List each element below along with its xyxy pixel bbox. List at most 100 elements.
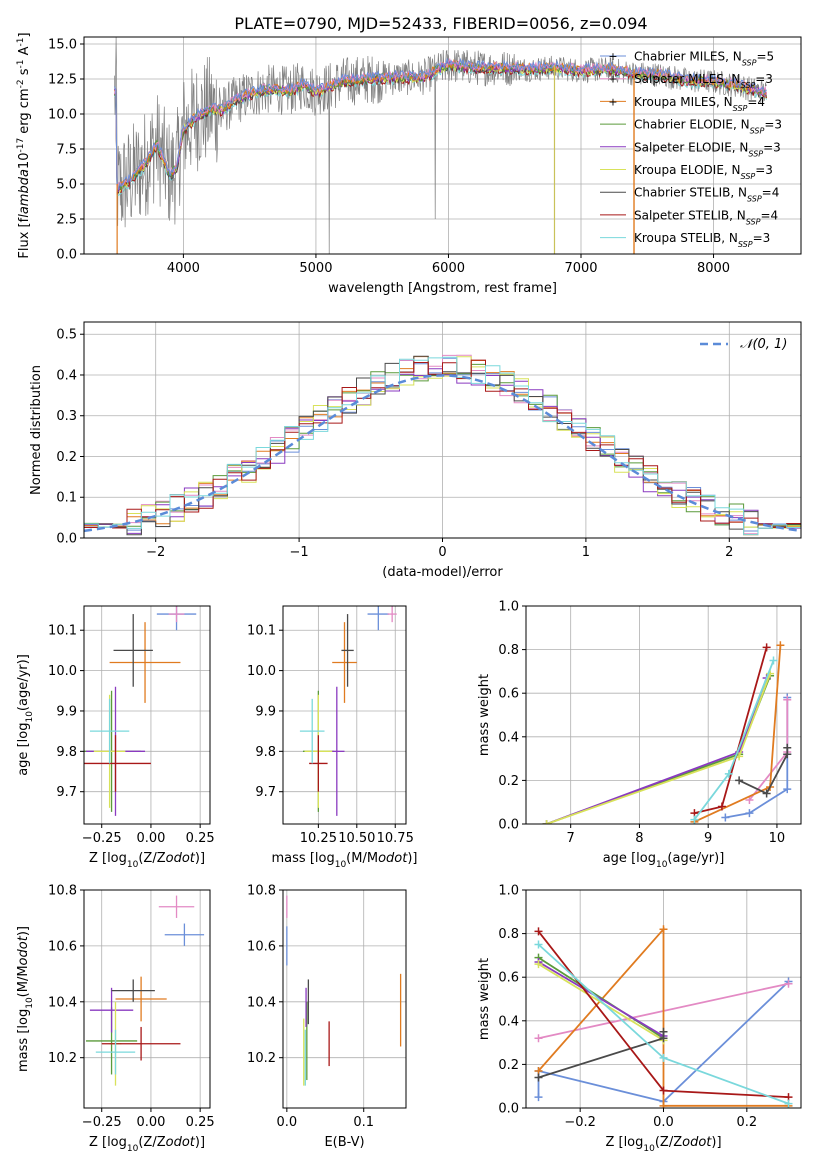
- y-tick-label: 0.0: [56, 532, 77, 547]
- errorbar-kroupa-miles: [115, 976, 167, 1022]
- x-tick-label: 5000: [299, 261, 332, 276]
- errorbar-chabrier-miles: [367, 606, 390, 631]
- x-tick-label: 0.1: [353, 1115, 374, 1130]
- data-point: [534, 1073, 543, 1082]
- plot-area: [534, 925, 793, 1108]
- y-tick-label: 10.2: [48, 1051, 77, 1066]
- y-tick-label: 9.7: [255, 785, 276, 800]
- legend-label: Chabrier MILES, NSSP=5: [634, 50, 774, 68]
- x-tick-label: 0.25: [186, 1115, 215, 1130]
- x-axis-label: Z [log10(Z/Zodot)]: [605, 1135, 721, 1154]
- data-point: [783, 743, 792, 752]
- series-chabrier-elodie: [534, 953, 668, 1043]
- x-tick-label: 8000: [697, 261, 730, 276]
- y-tick-label: 10.1: [48, 624, 77, 639]
- y-tick-label: 0.2: [498, 774, 519, 789]
- errorbar-salpeter-elodie: [89, 987, 134, 1033]
- x-tick-label: 0.25: [186, 831, 215, 846]
- y-tick-label: 0.4: [498, 1014, 519, 1029]
- legend-label: Salpeter STELIB, NSSP=4: [634, 208, 778, 226]
- x-tick-label: 8: [635, 831, 643, 846]
- y-tick-label: 0.2: [498, 1058, 519, 1073]
- y-axis-label: mass [log10(M/Modot)]: [16, 926, 35, 1072]
- x-tick-label: 0.2: [736, 1115, 757, 1130]
- series-line: [537, 980, 790, 1103]
- y-tick-label: 0.8: [498, 643, 519, 658]
- x-tick-label: 4000: [167, 261, 200, 276]
- x-tick-label: −0.2: [564, 1115, 596, 1130]
- observed-spectrum: [114, 37, 767, 254]
- errorbar-salpeter-miles: [158, 895, 195, 918]
- series-line: [694, 645, 782, 823]
- chart-residuals: −2 −1 0 1 2 0.0 0.1 0.2 0.3 0.4 0.5 (data-model)/er…: [29, 321, 802, 580]
- y-tick-label: 0.0: [498, 818, 519, 833]
- model-spectrum-kroupa-miles: [114, 58, 767, 188]
- axes-frame: [282, 605, 407, 825]
- y-tick-label: 5.0: [56, 178, 77, 193]
- series-chabrier-stelib: [735, 743, 792, 798]
- chart-weight-vs-age: 7 8 9 10 0.0 0.2 0.4 0.6 0.8 1.0 age [log10(age/yr…: [477, 600, 802, 870]
- x-axis-label: mass [log10(M/Modot)]: [272, 851, 418, 870]
- y-tick-label: 7.5: [56, 143, 77, 158]
- x-axis-label: age [log10(age/yr)]: [603, 851, 725, 870]
- y-tick-label: 9.9: [255, 704, 276, 719]
- y-tick-label: 0.3: [56, 409, 77, 424]
- y-tick-label: 1.0: [498, 600, 519, 615]
- legend-label: Salpeter ELODIE, NSSP=3: [634, 140, 781, 158]
- legend-label: Chabrier STELIB, NSSP=4: [634, 186, 779, 204]
- series-line: [693, 660, 775, 821]
- x-tick-label: 7000: [564, 261, 597, 276]
- errorbar-salpeter-stelib: [101, 1026, 181, 1061]
- axes-frame: [282, 889, 407, 1109]
- legend-marker: +: [608, 73, 617, 86]
- series-kroupa-stelib: [534, 940, 793, 1108]
- x-axis-label: Z [log10(Z/Zodot)]: [89, 1135, 205, 1154]
- plot-area: [85, 895, 205, 1086]
- y-tick-label: 10.8: [247, 884, 276, 899]
- data-point: [659, 1086, 668, 1095]
- series-chabrier-stelib: [534, 1027, 668, 1082]
- data-point: [735, 776, 744, 785]
- y-tick-label: 0.0: [498, 1102, 519, 1117]
- plot-area: [84, 606, 197, 816]
- x-axis-label: Z [log10(Z/Zodot)]: [89, 851, 205, 870]
- axes-frame: [83, 889, 211, 1109]
- data-point: [659, 925, 668, 934]
- data-point: [534, 1034, 543, 1043]
- errorbar-salpeter-miles: [387, 606, 397, 623]
- x-tick-label: 10.50: [338, 831, 375, 846]
- y-tick-label: 9.7: [56, 785, 77, 800]
- legend-label: 𝒩(0, 1): [740, 337, 787, 352]
- series-line: [738, 747, 789, 795]
- x-tick-label: 9: [704, 831, 712, 846]
- x-tick-label: −0.25: [82, 1115, 122, 1130]
- y-tick-label: 10.4: [247, 995, 276, 1010]
- y-tick-label: 0.4: [56, 368, 77, 383]
- data-point: [784, 979, 793, 988]
- data-point: [762, 643, 771, 652]
- x-tick-label: −1: [290, 545, 309, 560]
- series-line: [538, 1031, 665, 1079]
- plot-area: [114, 37, 767, 254]
- normal-reference-curve: [84, 374, 801, 533]
- x-axis-label: E(B-V): [324, 1135, 364, 1150]
- x-tick-label: 0.0: [653, 1115, 674, 1130]
- y-tick-label: 10.0: [48, 108, 77, 123]
- x-tick-label: 1: [582, 545, 590, 560]
- chart-age-vs-Z: −0.25 0.00 0.25 9.7 9.8 9.9 10.0 10.1 Z [log10(Z…: [16, 605, 215, 870]
- x-tick-label: 10.25: [300, 831, 337, 846]
- chart-weight-vs-Z: −0.2 0.0 0.2 0.0 0.2 0.4 0.6 0.8 1.0 Z [log10(Z/Z…: [477, 884, 802, 1154]
- x-axis-label: (data-model)/error: [382, 565, 503, 580]
- legend-label: Chabrier ELODIE, NSSP=3: [634, 118, 782, 136]
- series-salpeter-stelib: [690, 643, 771, 818]
- x-tick-label: 10.75: [377, 831, 414, 846]
- model-spectrum-salpeter-miles: [114, 57, 767, 192]
- y-tick-label: 10.4: [48, 995, 77, 1010]
- y-tick-label: 0.6: [498, 971, 519, 986]
- x-tick-label: 2: [725, 545, 733, 560]
- data-point: [783, 785, 792, 794]
- y-tick-label: 10.6: [247, 939, 276, 954]
- data-point: [542, 820, 551, 824]
- errorbar-kroupa-stelib: [299, 698, 325, 764]
